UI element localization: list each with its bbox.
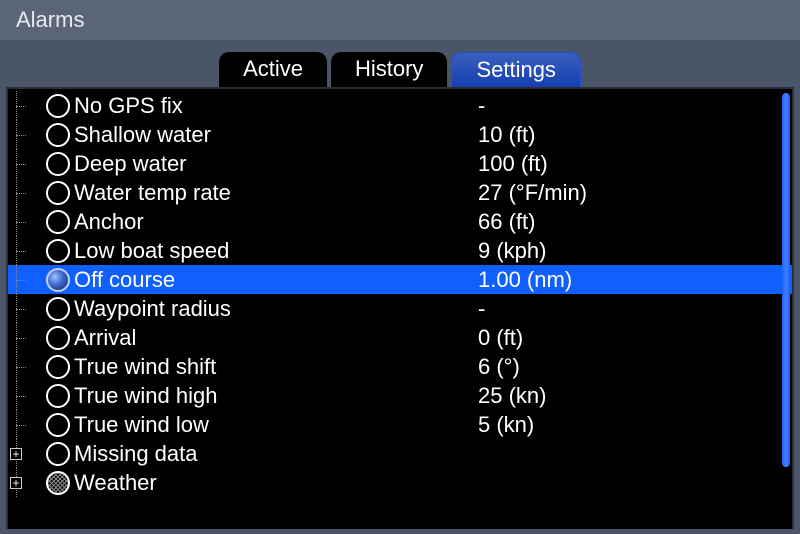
alarm-label: Anchor bbox=[74, 209, 144, 235]
scrollbar[interactable] bbox=[782, 93, 790, 467]
alarm-row[interactable]: Water temp rate 27 (°F/min) bbox=[8, 178, 792, 207]
alarm-label: Missing data bbox=[74, 441, 198, 467]
alarm-label: True wind high bbox=[74, 383, 217, 409]
alarm-value: - bbox=[478, 296, 485, 322]
alarm-row[interactable]: Low boat speed 9 (kph) bbox=[8, 236, 792, 265]
radio-icon[interactable] bbox=[46, 471, 70, 495]
alarm-label: Low boat speed bbox=[74, 238, 229, 264]
tree-prefix bbox=[8, 207, 46, 236]
tab-history[interactable]: History bbox=[331, 52, 447, 87]
alarm-value: 66 (ft) bbox=[478, 209, 535, 235]
radio-icon[interactable] bbox=[46, 326, 70, 350]
alarm-row[interactable]: Arrival 0 (ft) bbox=[8, 323, 792, 352]
radio-icon[interactable] bbox=[46, 355, 70, 379]
alarm-row[interactable]: Off course 1.00 (nm) bbox=[8, 265, 792, 294]
tree-prefix bbox=[8, 236, 46, 265]
radio-icon[interactable] bbox=[46, 123, 70, 147]
tab-bar: Active History Settings bbox=[6, 44, 794, 87]
alarm-value: 5 (kn) bbox=[478, 412, 534, 438]
alarm-row[interactable]: Deep water 100 (ft) bbox=[8, 149, 792, 178]
alarm-row[interactable]: No GPS fix - bbox=[8, 91, 792, 120]
tree-prefix bbox=[8, 178, 46, 207]
tab-active[interactable]: Active bbox=[219, 52, 327, 87]
tree-prefix: + bbox=[8, 468, 46, 497]
radio-icon[interactable] bbox=[46, 239, 70, 263]
tree-prefix bbox=[8, 381, 46, 410]
alarm-value: 9 (kph) bbox=[478, 238, 546, 264]
tree-prefix bbox=[8, 120, 46, 149]
alarm-value: 6 (°) bbox=[478, 354, 520, 380]
alarm-value: 27 (°F/min) bbox=[478, 180, 587, 206]
alarm-label: Waypoint radius bbox=[74, 296, 231, 322]
alarm-row[interactable]: True wind low 5 (kn) bbox=[8, 410, 792, 439]
alarm-list: No GPS fix-Shallow water10 (ft)Deep wate… bbox=[6, 87, 794, 529]
alarm-value: 0 (ft) bbox=[478, 325, 523, 351]
expand-icon[interactable]: + bbox=[10, 448, 22, 460]
alarm-row[interactable]: + Weather bbox=[8, 468, 792, 497]
radio-icon[interactable] bbox=[46, 152, 70, 176]
alarm-value: 10 (ft) bbox=[478, 122, 535, 148]
alarm-value: 100 (ft) bbox=[478, 151, 548, 177]
radio-icon[interactable] bbox=[46, 442, 70, 466]
alarm-label: Off course bbox=[74, 267, 175, 293]
tree-prefix: + bbox=[8, 439, 46, 468]
alarm-label: Shallow water bbox=[74, 122, 211, 148]
alarm-label: True wind low bbox=[74, 412, 209, 438]
radio-icon[interactable] bbox=[46, 413, 70, 437]
alarm-value: 1.00 (nm) bbox=[478, 267, 572, 293]
tree-prefix bbox=[8, 410, 46, 439]
expand-icon[interactable]: + bbox=[10, 477, 22, 489]
alarm-row[interactable]: True wind high 25 (kn) bbox=[8, 381, 792, 410]
alarm-label: Weather bbox=[74, 470, 157, 496]
radio-icon[interactable] bbox=[46, 268, 70, 292]
tree-prefix bbox=[8, 91, 46, 120]
radio-icon[interactable] bbox=[46, 297, 70, 321]
alarm-row[interactable]: True wind shift 6 (°) bbox=[8, 352, 792, 381]
radio-icon[interactable] bbox=[46, 384, 70, 408]
tree-prefix bbox=[8, 265, 46, 294]
alarm-label: Deep water bbox=[74, 151, 187, 177]
tree-prefix bbox=[8, 294, 46, 323]
tree-prefix bbox=[8, 149, 46, 178]
alarm-row[interactable]: Anchor 66 (ft) bbox=[8, 207, 792, 236]
alarm-label: True wind shift bbox=[74, 354, 216, 380]
page-title: Alarms bbox=[16, 7, 84, 33]
content: Active History Settings No GPS fix-Shall… bbox=[0, 40, 800, 534]
alarm-label: No GPS fix bbox=[74, 93, 183, 119]
title-bar: Alarms bbox=[0, 0, 800, 40]
radio-icon[interactable] bbox=[46, 181, 70, 205]
alarm-row[interactable]: Waypoint radius - bbox=[8, 294, 792, 323]
alarm-row[interactable]: Shallow water 10 (ft) bbox=[8, 120, 792, 149]
alarm-row[interactable]: + Missing data bbox=[8, 439, 792, 468]
rows-container: No GPS fix-Shallow water10 (ft)Deep wate… bbox=[8, 89, 792, 497]
tree-prefix bbox=[8, 352, 46, 381]
alarm-label: Arrival bbox=[74, 325, 136, 351]
alarm-value: - bbox=[478, 93, 485, 119]
tree-prefix bbox=[8, 323, 46, 352]
alarm-label: Water temp rate bbox=[74, 180, 231, 206]
tab-settings[interactable]: Settings bbox=[451, 52, 581, 87]
radio-icon[interactable] bbox=[46, 210, 70, 234]
alarm-value: 25 (kn) bbox=[478, 383, 546, 409]
radio-icon[interactable] bbox=[46, 94, 70, 118]
